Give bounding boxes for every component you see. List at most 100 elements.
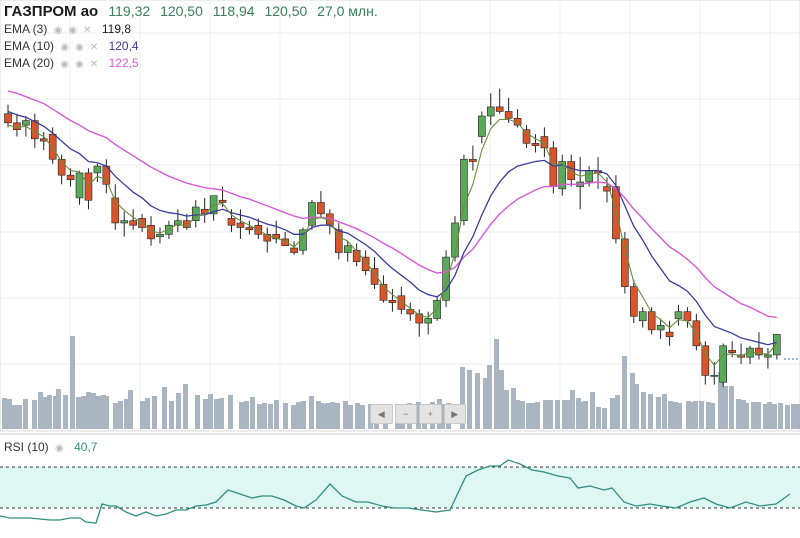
candle-body <box>478 115 486 137</box>
candle-body <box>191 206 200 221</box>
volume-bar <box>622 356 627 429</box>
candle-body <box>486 106 495 117</box>
candle-down <box>84 168 93 210</box>
candle-down <box>397 286 406 314</box>
candle-body <box>424 318 432 324</box>
volume-bar <box>706 402 711 429</box>
eye-icon[interactable]: ◉ <box>55 443 64 454</box>
eye-icon[interactable]: ◉ <box>53 25 63 36</box>
candle-body <box>665 331 674 338</box>
volume-bar <box>693 401 698 429</box>
value-open: 119,32 <box>108 3 151 19</box>
ema-10-value: 120,4 <box>108 39 139 53</box>
candle-body <box>719 345 728 383</box>
candle-body <box>540 136 549 149</box>
zoom-in-icon[interactable]: + <box>419 404 442 424</box>
candle-up <box>191 200 200 228</box>
legend-ema-3: EMA (3) ◉ ◉ ✕ 119,8 <box>4 22 131 36</box>
close-icon[interactable]: ✕ <box>83 25 92 36</box>
volume-bar <box>214 399 219 429</box>
volume-bar <box>316 401 321 429</box>
candle-body <box>638 311 647 322</box>
candle-down <box>567 154 576 187</box>
close-icon[interactable]: ✕ <box>89 42 99 53</box>
volume-bar <box>330 402 335 429</box>
candle-down <box>415 309 424 337</box>
volume-bar <box>494 339 499 429</box>
value-close: 120,50 <box>264 3 308 19</box>
candle-body <box>317 202 325 215</box>
volume-bar <box>47 395 52 429</box>
volume-bar <box>96 396 101 429</box>
candle-body <box>773 334 781 356</box>
candle-up <box>156 227 164 244</box>
candle-down <box>379 275 388 303</box>
scroll-left-icon[interactable]: ◀ <box>370 404 393 424</box>
candle-down <box>522 125 531 148</box>
volume-bar <box>791 404 796 429</box>
zoom-out-icon[interactable]: − <box>394 404 417 424</box>
candle-up <box>764 348 772 369</box>
volume-bar <box>710 403 715 429</box>
volume-bar <box>348 405 353 429</box>
ema-10-line <box>7 110 777 346</box>
volume-bar <box>162 387 167 429</box>
close-icon[interactable]: ✕ <box>89 59 99 70</box>
candle-up <box>165 220 173 239</box>
candle-down <box>665 320 674 346</box>
volume-bar <box>515 400 520 429</box>
candle-down <box>66 168 75 187</box>
candle-body <box>549 147 558 187</box>
volume-bar <box>634 384 639 429</box>
eye-icon[interactable]: ◉ <box>75 59 84 70</box>
candle-body <box>57 158 66 176</box>
volume-bar <box>686 401 691 429</box>
candle-body <box>504 111 513 119</box>
candle-body <box>433 300 441 319</box>
volume-bar <box>101 395 106 429</box>
candle-body <box>48 133 57 160</box>
volume-bar <box>785 405 790 429</box>
rsi-panel <box>0 459 800 524</box>
volume-bar <box>689 402 694 429</box>
quote-header: ГАЗПРОМ ао 119,32 120,50 118,94 120,50 2… <box>4 3 384 20</box>
candle-down <box>495 88 504 114</box>
volume-bar <box>183 384 188 429</box>
candle-body <box>558 161 567 190</box>
volume-bar <box>590 392 595 429</box>
eye-icon[interactable]: ◉ <box>75 42 84 53</box>
candle-down <box>531 134 540 153</box>
candle-body <box>245 227 254 231</box>
volume-bar <box>741 400 746 429</box>
candle-body <box>174 220 182 226</box>
candle-down <box>629 279 638 324</box>
candle-up <box>638 307 647 328</box>
volume-bar <box>487 365 492 429</box>
volume-bar <box>2 398 7 429</box>
volume-bar <box>729 386 734 429</box>
scroll-right-icon[interactable]: ▶ <box>443 404 466 424</box>
volume-bar <box>566 400 571 429</box>
volume-bar <box>208 394 213 429</box>
candle-up <box>558 154 567 196</box>
candle-down <box>540 127 549 157</box>
candle-down <box>701 341 710 385</box>
volume-bar <box>475 373 480 429</box>
volume-bar <box>81 396 86 429</box>
candle-body <box>39 138 48 142</box>
eye-icon[interactable]: ◉ <box>60 59 70 70</box>
volume-bar <box>355 403 360 429</box>
volume-bar <box>335 403 340 429</box>
volume-bar <box>63 395 68 429</box>
candle-up <box>424 311 432 335</box>
candle-up <box>460 154 468 226</box>
candle-up <box>486 93 495 126</box>
eye-icon[interactable]: ◉ <box>68 25 78 36</box>
candle-up <box>174 209 182 233</box>
candle-body <box>397 295 406 310</box>
eye-icon[interactable]: ◉ <box>60 42 70 53</box>
volume-bar <box>699 401 704 429</box>
volume-bar <box>319 403 324 429</box>
volume-bar <box>576 398 581 429</box>
